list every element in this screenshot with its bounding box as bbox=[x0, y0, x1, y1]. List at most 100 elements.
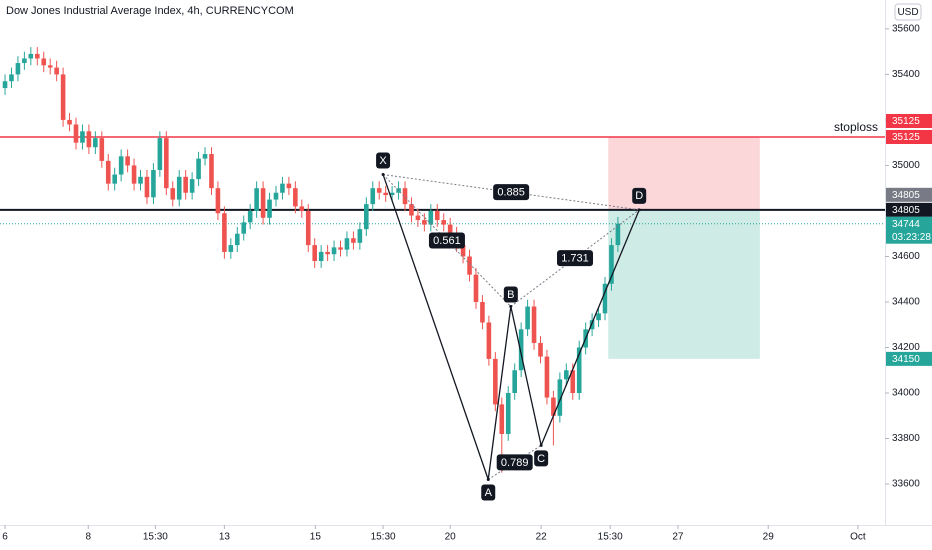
candle-body bbox=[157, 138, 163, 170]
candle-body bbox=[531, 306, 537, 343]
pattern-ratio: 0.885 bbox=[497, 187, 525, 199]
candle-body bbox=[576, 347, 582, 394]
candle-body bbox=[234, 233, 240, 246]
candle-body bbox=[196, 158, 201, 180]
candle-body bbox=[41, 58, 47, 66]
stop-price-label-box bbox=[886, 113, 932, 128]
x-tick-label: 15:30 bbox=[598, 532, 623, 543]
candle-body bbox=[241, 222, 247, 234]
y-tick-label: 35600 bbox=[892, 24, 920, 35]
candle-body bbox=[486, 322, 492, 359]
candle-body bbox=[344, 238, 350, 250]
x-tick-label: 29 bbox=[763, 532, 775, 543]
y-tick-label: 35400 bbox=[892, 69, 920, 80]
target-zone bbox=[608, 209, 760, 359]
pattern-ratio-box bbox=[428, 232, 465, 249]
candle-body bbox=[280, 183, 285, 193]
pattern-point-label-box bbox=[503, 286, 518, 303]
pattern-ratio-line bbox=[382, 174, 512, 307]
stop-line-label: 35125 bbox=[892, 132, 920, 143]
pattern-ratio: 1.731 bbox=[561, 253, 589, 265]
candle-body bbox=[164, 138, 169, 189]
entry-line-label-box bbox=[886, 202, 932, 217]
candle-body bbox=[596, 313, 601, 321]
candle-body bbox=[176, 176, 182, 200]
x-tick-label: 6 bbox=[2, 532, 8, 543]
pattern-point bbox=[486, 477, 490, 481]
candle-body bbox=[325, 251, 330, 255]
candle-body bbox=[2, 81, 8, 89]
y-tick-label: 35000 bbox=[892, 160, 920, 171]
candle-body bbox=[286, 183, 292, 189]
stop-line-label-box bbox=[886, 129, 932, 144]
candle-body bbox=[125, 156, 130, 166]
pattern-ratio: 0.561 bbox=[433, 235, 461, 247]
pattern-point-label: C bbox=[537, 453, 545, 465]
candle-body bbox=[105, 160, 111, 184]
pattern-leg bbox=[510, 306, 542, 446]
currency-box bbox=[894, 3, 922, 21]
candle-body bbox=[512, 370, 517, 394]
pattern-ratio-box bbox=[493, 184, 530, 201]
currency-label: USD bbox=[897, 7, 918, 18]
candle-body bbox=[183, 176, 188, 193]
y-tick-label: 33800 bbox=[892, 433, 920, 444]
x-tick-label: 15:30 bbox=[143, 532, 168, 543]
candle-body bbox=[15, 63, 21, 75]
candle-body bbox=[396, 188, 401, 193]
entry-line-label: 34805 bbox=[892, 205, 920, 216]
candle-body bbox=[202, 154, 208, 159]
candle-body bbox=[473, 274, 479, 302]
candle-body bbox=[331, 247, 337, 255]
candle-body bbox=[312, 245, 317, 262]
pattern-leg bbox=[382, 174, 489, 480]
candle-body bbox=[170, 188, 176, 200]
x-tick-label: Oct bbox=[850, 532, 866, 543]
candle-body bbox=[499, 404, 505, 434]
candle-body bbox=[447, 224, 453, 234]
candle-body bbox=[118, 156, 124, 175]
candle-body bbox=[299, 206, 305, 211]
y-tick-label: 34200 bbox=[892, 342, 920, 353]
candle-body bbox=[538, 342, 543, 357]
target-price-label: 34150 bbox=[892, 354, 920, 365]
candle-body bbox=[525, 306, 530, 330]
candle-body bbox=[80, 131, 85, 143]
x-tick-label: 20 bbox=[445, 532, 457, 543]
candle-body bbox=[518, 329, 524, 371]
pattern-point-label-box bbox=[481, 484, 496, 501]
candle-body bbox=[557, 379, 563, 416]
candle-body bbox=[383, 192, 388, 196]
candle-body bbox=[364, 204, 369, 230]
candle-body bbox=[422, 220, 427, 225]
candle-body bbox=[228, 245, 234, 252]
y-tick-label: 34600 bbox=[892, 251, 920, 262]
candle-body bbox=[267, 199, 272, 218]
stop-annotation: stoploss bbox=[834, 120, 878, 134]
candle-body bbox=[467, 256, 472, 275]
x-tick-label: 27 bbox=[672, 532, 684, 543]
candle-body bbox=[351, 238, 356, 243]
pattern-point bbox=[381, 173, 385, 177]
candle-body bbox=[9, 74, 14, 82]
pattern-ratio: 0.789 bbox=[501, 457, 529, 469]
candle-body bbox=[570, 370, 576, 394]
candle-body bbox=[441, 220, 447, 225]
candle-body bbox=[215, 188, 221, 214]
stop-zone bbox=[608, 136, 760, 210]
pattern-point-label: B bbox=[507, 289, 514, 301]
pattern-point bbox=[509, 305, 513, 309]
y-tick-label: 33600 bbox=[892, 479, 920, 490]
candle-body bbox=[28, 53, 34, 59]
candle-body bbox=[22, 58, 27, 64]
candle-body bbox=[338, 247, 343, 250]
candle-body bbox=[602, 283, 608, 314]
candle-body bbox=[99, 138, 105, 161]
candle-body bbox=[434, 210, 440, 221]
candle-body bbox=[293, 188, 298, 207]
candle-body bbox=[131, 165, 137, 184]
candle-body bbox=[318, 251, 324, 262]
candle-body bbox=[273, 192, 279, 200]
